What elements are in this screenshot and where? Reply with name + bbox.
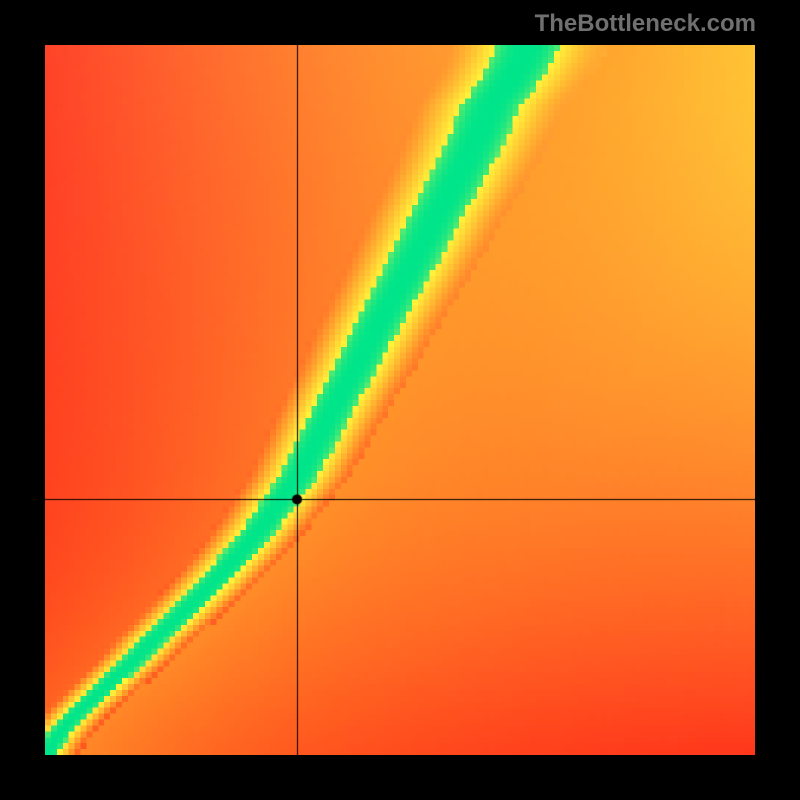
watermark-text: TheBottleneck.com	[535, 10, 756, 38]
heatmap-canvas	[45, 45, 755, 755]
chart-container: TheBottleneck.com	[0, 0, 800, 800]
